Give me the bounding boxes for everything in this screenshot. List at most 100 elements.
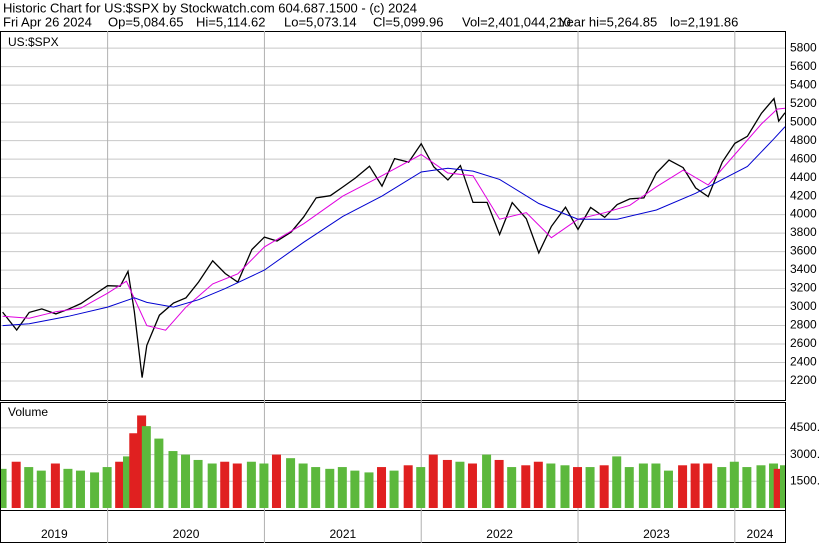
volume-bar: [703, 463, 713, 508]
x-tick-label: 2022: [486, 527, 513, 541]
header-year-high: Year hi=5,264.85: [559, 14, 657, 29]
y-tick-label: 5600: [790, 59, 817, 73]
volume-bar: [220, 461, 230, 508]
header-high: Hi=5,114.62: [196, 14, 266, 29]
volume-bar: [137, 415, 147, 508]
volume-bar: [546, 463, 556, 508]
header-year-low: lo=2,191.86: [670, 14, 738, 29]
y-tick-label: 4200: [790, 188, 817, 202]
y-tick-label: 5000: [790, 114, 817, 128]
volume-bar: [232, 463, 242, 508]
volume-label: Volume: [8, 405, 48, 419]
volume-bar: [141, 426, 151, 508]
y-tick-label: 2200: [790, 373, 817, 387]
volume-bar: [690, 463, 700, 508]
x-tick-label: 2020: [173, 527, 200, 541]
volume-bar: [286, 458, 296, 508]
volume-bar: [90, 472, 100, 508]
y-tick-label: 4400: [790, 170, 817, 184]
volume-bar: [36, 470, 46, 508]
volume-bar: [773, 468, 783, 508]
volume-layer: [1, 415, 785, 508]
volume-bar: [585, 467, 595, 508]
header-date: Fri Apr 26 2024: [3, 14, 92, 29]
volume-bar: [129, 433, 139, 508]
y-tick-label: 1500.: [790, 473, 820, 487]
header-close: Cl=5,099.96: [373, 14, 443, 29]
volume-bar: [663, 470, 673, 508]
volume-bar: [271, 454, 281, 508]
volume-bar: [729, 461, 739, 508]
volume-bar: [624, 467, 634, 508]
y-tick-label: 3000.: [790, 447, 820, 461]
volume-bar: [573, 467, 583, 508]
y-tick-label: 2400: [790, 355, 817, 369]
volume-bar: [123, 456, 133, 508]
volume-bar: [193, 459, 203, 508]
volume-bar: [377, 467, 387, 508]
volume-bar: [416, 467, 426, 508]
volume-bar: [1, 468, 7, 508]
volume-bar: [350, 470, 360, 508]
y-tick-label: 3400: [790, 262, 817, 276]
volume-bar: [311, 467, 321, 508]
volume-bar: [102, 467, 112, 508]
volume-bar: [494, 459, 504, 508]
volume-bar: [756, 465, 766, 508]
volume-bar: [638, 463, 648, 508]
y-tick-label: 5800: [790, 40, 817, 54]
y-tick-label: 3200: [790, 281, 817, 295]
volume-bar: [24, 467, 34, 508]
volume-bar: [154, 438, 164, 508]
volume-bar: [63, 468, 73, 508]
volume-bar: [521, 465, 531, 508]
volume-bar: [168, 451, 178, 508]
volume-bar: [651, 463, 661, 508]
volume-bar: [560, 465, 570, 508]
volume-bar: [455, 461, 465, 508]
y-tick-label: 2600: [790, 336, 817, 350]
volume-bar: [364, 472, 374, 508]
volume-bar: [11, 461, 21, 508]
volume-bar: [246, 461, 256, 508]
y-tick-label: 3600: [790, 244, 817, 258]
header-open: Op=5,084.65: [108, 14, 184, 29]
y-tick-label: 4500.: [790, 420, 820, 434]
price-layer: [2, 97, 785, 378]
volume-bar: [75, 470, 85, 508]
volume-bar: [769, 463, 779, 508]
y-tick-label: 3800: [790, 225, 817, 239]
price-line: [2, 126, 785, 327]
x-tick-label: 2024: [747, 527, 774, 541]
x-tick-label: 2021: [329, 527, 356, 541]
volume-bar: [507, 467, 517, 508]
volume-bar: [612, 456, 622, 508]
volume-bar: [780, 465, 785, 508]
volume-bar: [298, 463, 308, 508]
header-low: Lo=5,073.14: [284, 14, 357, 29]
price-panel: [0, 31, 786, 401]
header-title: Historic Chart for US:$SPX by Stockwatch…: [3, 0, 417, 15]
volume-bar: [115, 461, 125, 508]
volume-bar: [482, 454, 492, 508]
y-tick-label: 3000: [790, 299, 817, 313]
volume-bar: [533, 461, 543, 508]
y-tick-label: 2800: [790, 318, 817, 332]
volume-bar: [403, 465, 413, 508]
price-label: US:$SPX: [8, 35, 59, 49]
volume-bar: [467, 463, 477, 508]
volume-bar: [207, 463, 217, 508]
date-axis: [0, 510, 786, 543]
price-line: [2, 107, 785, 331]
volume-bar: [325, 468, 335, 508]
volume-bar: [717, 467, 727, 508]
x-tick-label: 2019: [41, 527, 68, 541]
header-volume: Vol=2,401,044,210: [462, 14, 571, 29]
volume-bar: [389, 470, 399, 508]
y-tick-label: 4800: [790, 133, 817, 147]
volume-bar: [678, 465, 688, 508]
x-tick-label: 2023: [643, 527, 670, 541]
y-tick-label: 5400: [790, 77, 817, 91]
